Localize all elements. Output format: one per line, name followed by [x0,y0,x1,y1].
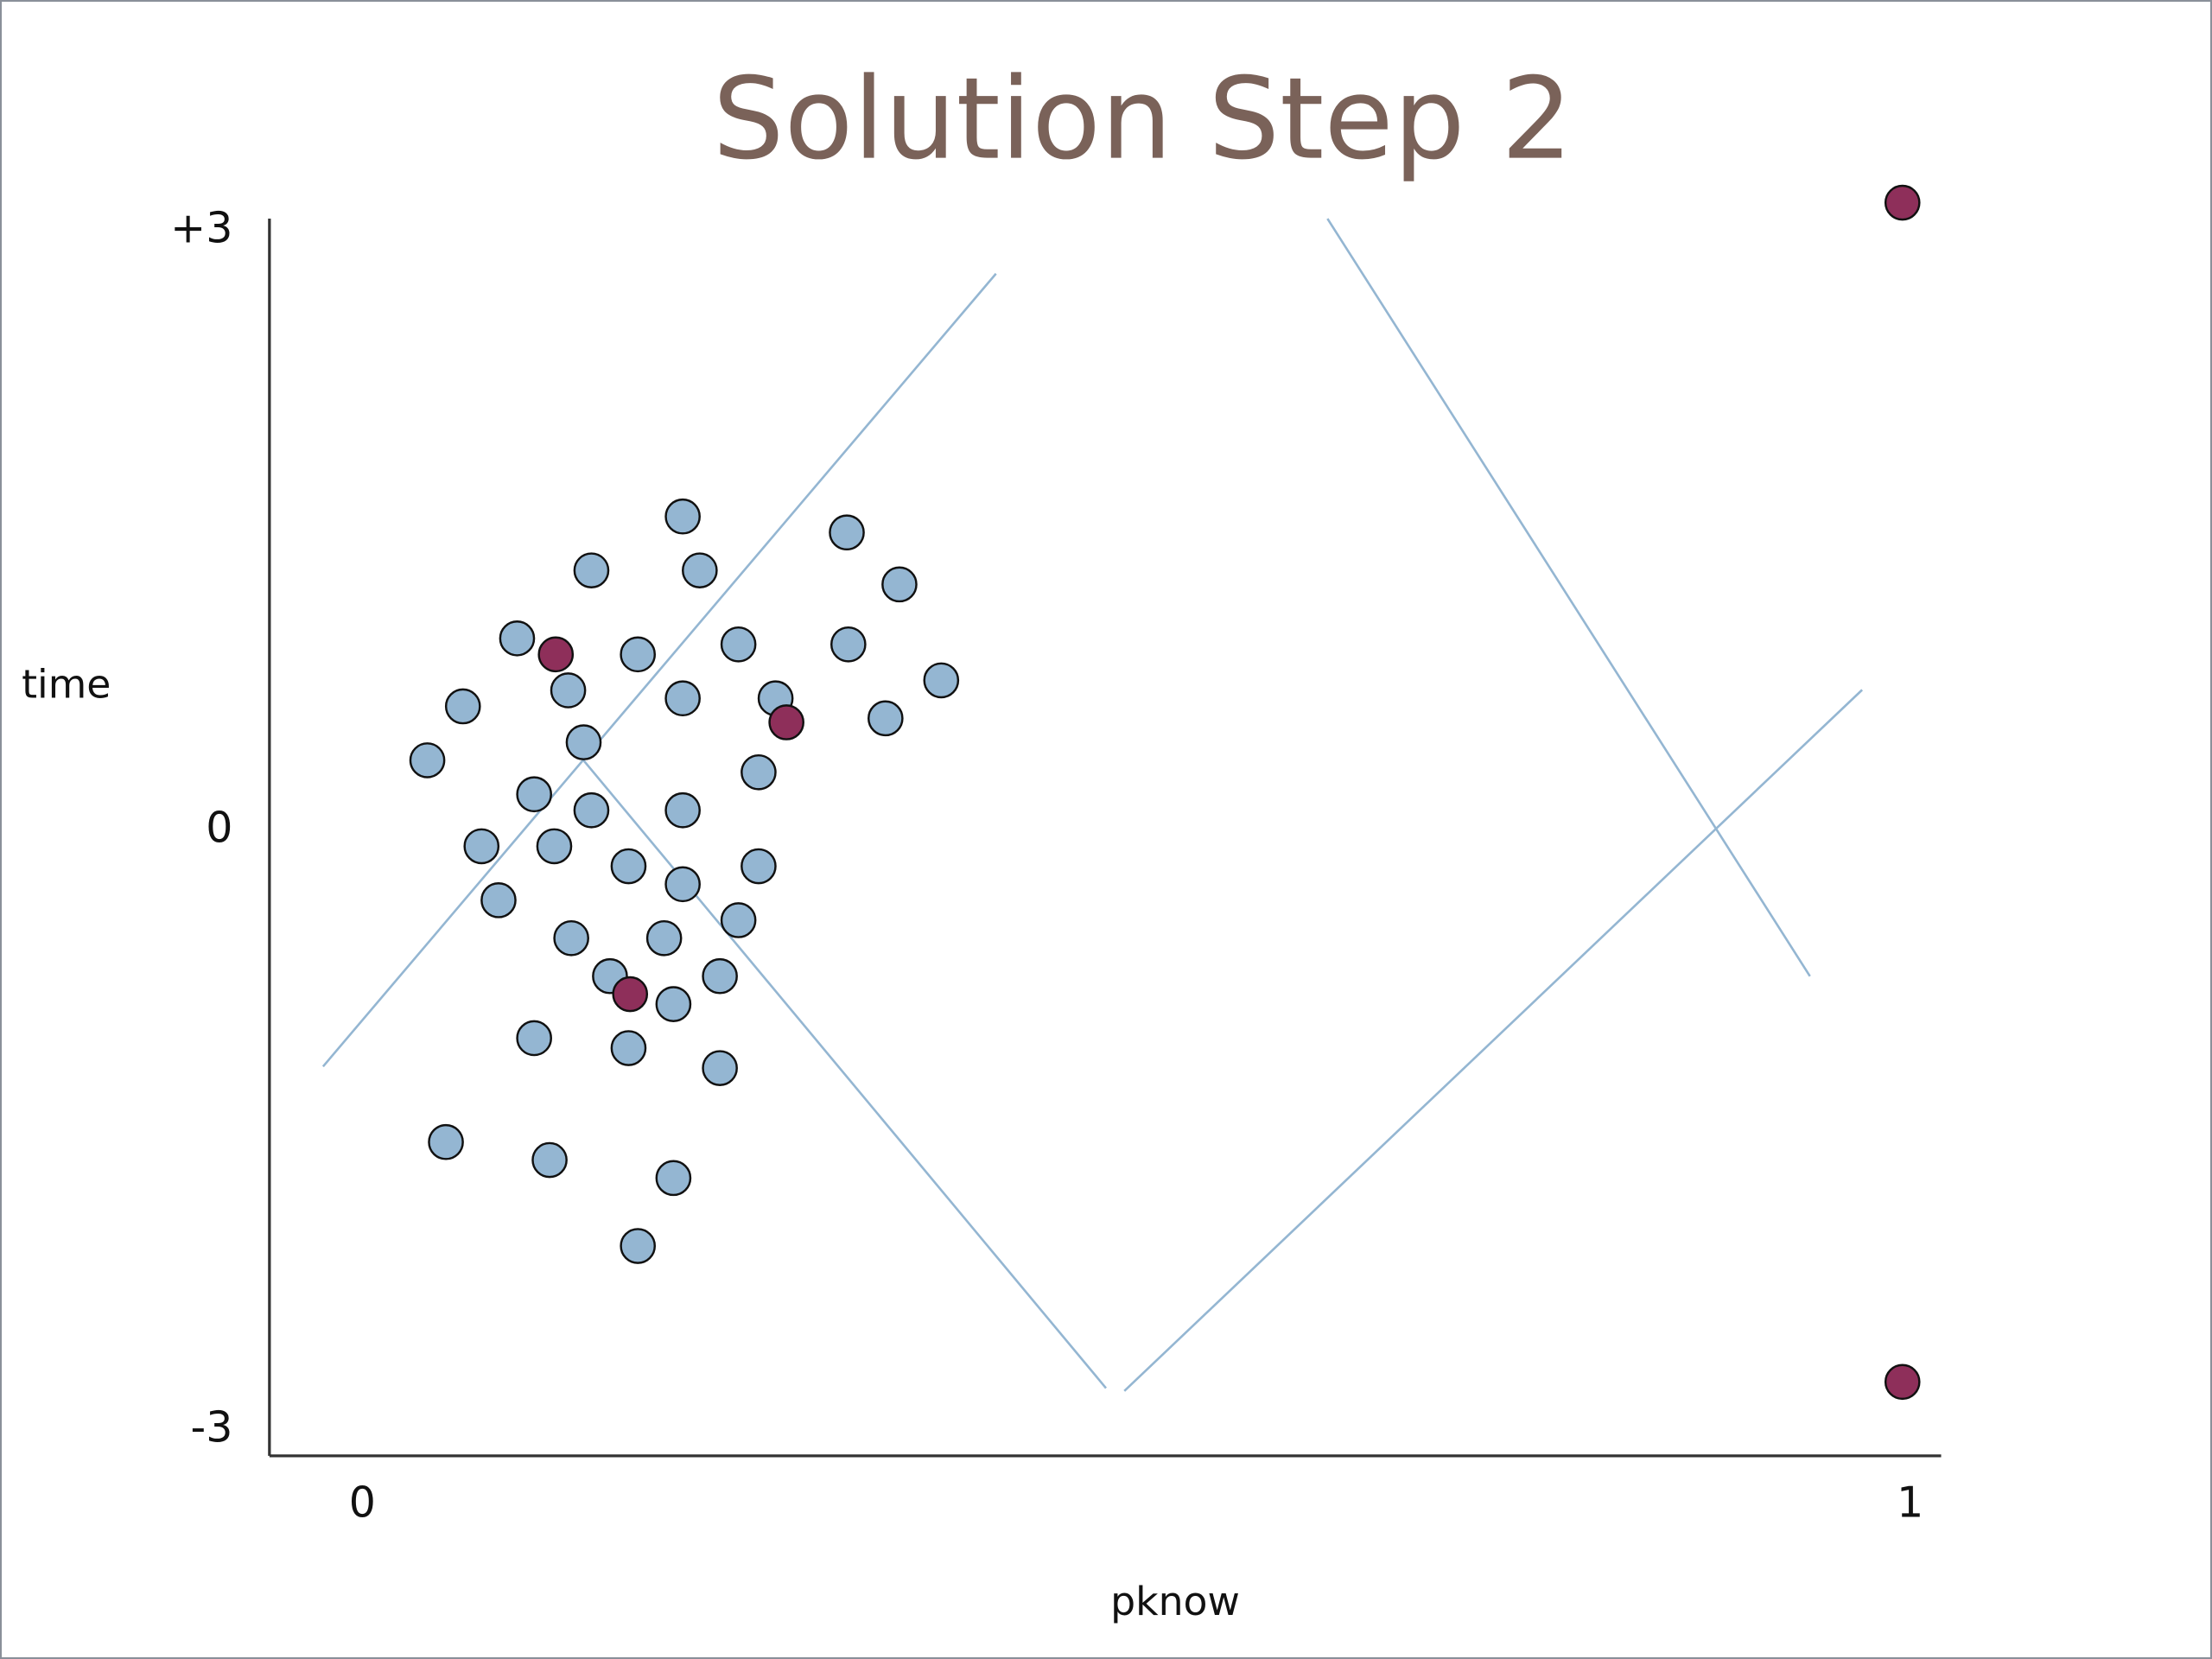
data-point [867,700,904,737]
data-point [565,724,602,760]
data-point [516,776,552,813]
data-point [480,882,517,918]
data-point [550,672,587,709]
data-point [620,1228,657,1264]
data-point [881,566,918,603]
data-point [664,791,701,829]
data-point [702,1050,738,1086]
data-point [741,753,777,791]
data-point [516,1020,552,1057]
y-tick-label: +3 [170,203,232,252]
data-point [537,636,575,673]
data-point [645,919,683,957]
data-point [553,919,589,957]
data-point [655,1160,692,1197]
data-point [620,636,657,673]
data-point [610,1030,647,1066]
boundary-line [1123,689,1864,1392]
y-tick-label: 0 [206,803,232,852]
x-axis-label: pknow [1110,1579,1240,1624]
data-point [610,848,647,885]
boundary-lines [321,218,1864,1392]
data-point [664,680,701,717]
data-point [1884,184,1921,221]
data-point [428,1123,464,1160]
data-point [830,626,867,663]
data-point [499,620,536,657]
data-point [655,986,692,1022]
data-point [768,704,804,741]
y-tick-label: -3 [191,1402,233,1452]
data-point [612,976,649,1013]
boundary-line [580,756,1108,1389]
x-tick-label: 0 [349,1478,376,1528]
data-point [573,791,610,829]
boundary-line [1326,218,1811,977]
data-point [664,866,701,903]
y-axis-label: time [22,662,111,708]
chart-title: Solution Step 2 [713,54,1573,185]
data-point [531,1141,568,1179]
data-point [720,626,757,663]
data-point [682,552,718,588]
data-point [409,742,446,779]
data-point [463,828,500,865]
data-point [702,957,738,995]
x-tick-label: 1 [1897,1478,1923,1528]
data-point [923,662,960,699]
data-point [1884,1363,1921,1401]
data-point [741,848,777,885]
data-point [664,498,701,535]
data-point [720,902,757,938]
boundary-line [321,272,997,1068]
data-point [536,828,573,865]
data-point [573,552,610,588]
data-point [444,688,481,725]
data-point [829,514,865,551]
